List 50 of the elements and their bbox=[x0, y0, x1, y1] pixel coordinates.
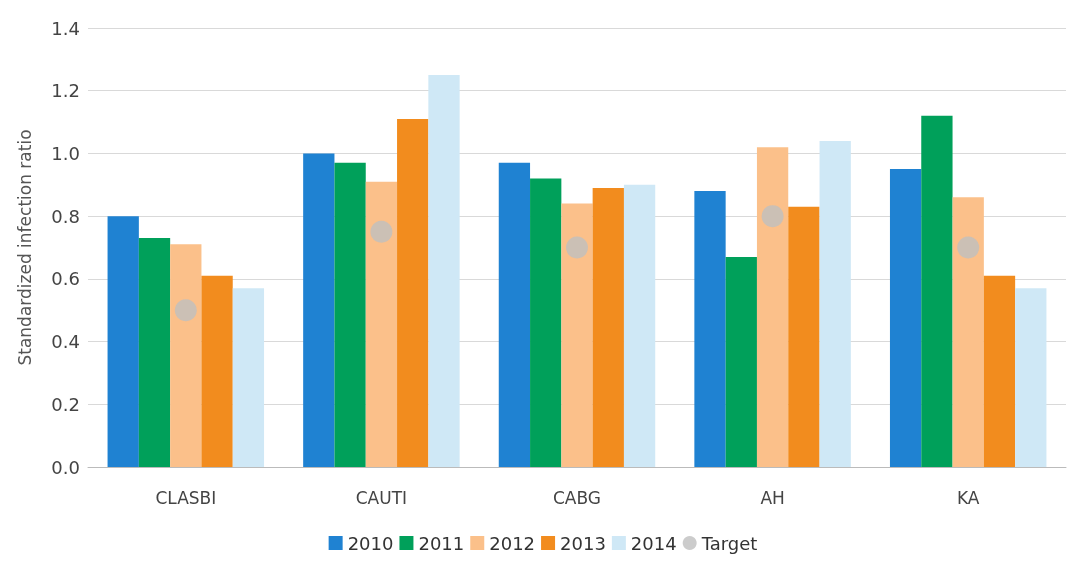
legend-label: 2011 bbox=[418, 532, 465, 554]
bar bbox=[232, 288, 265, 467]
y-tick-label: 0.6 bbox=[51, 268, 80, 290]
legend-label: 2010 bbox=[347, 532, 394, 554]
y-tick-label: 1.0 bbox=[51, 142, 80, 164]
point bbox=[957, 236, 980, 259]
point bbox=[761, 205, 784, 228]
y-tick-label: 1.4 bbox=[51, 17, 80, 39]
bar bbox=[138, 238, 171, 467]
bar bbox=[107, 216, 139, 467]
bar bbox=[983, 275, 1016, 467]
y-tick-label: 0.4 bbox=[51, 331, 80, 353]
bar bbox=[334, 162, 366, 467]
bar bbox=[592, 187, 624, 467]
legend-label: 2014 bbox=[630, 532, 677, 554]
bar bbox=[788, 206, 820, 467]
bar bbox=[952, 197, 984, 467]
bar bbox=[530, 178, 562, 467]
bar bbox=[623, 184, 656, 467]
bar bbox=[819, 140, 851, 467]
legend-label: 2012 bbox=[489, 532, 536, 554]
bar bbox=[498, 162, 531, 467]
bar bbox=[303, 153, 335, 467]
x-tick-label: AH bbox=[760, 487, 785, 508]
point bbox=[370, 220, 393, 243]
legend-label: 2013 bbox=[560, 532, 606, 554]
x-tick-label: KA bbox=[956, 487, 980, 508]
bar bbox=[694, 191, 726, 467]
x-tick-label: CLASBI bbox=[155, 487, 217, 508]
bar bbox=[756, 147, 789, 467]
bar bbox=[889, 169, 922, 467]
x-tick-label: CAUTI bbox=[355, 487, 408, 508]
point bbox=[174, 299, 197, 322]
bar bbox=[170, 244, 202, 467]
y-tick-label: 1.2 bbox=[51, 80, 80, 102]
bar bbox=[921, 115, 953, 467]
point bbox=[566, 236, 588, 259]
y-tick-label: 0.2 bbox=[51, 393, 80, 415]
y-tick-label: 0.8 bbox=[51, 205, 80, 227]
bar bbox=[365, 181, 398, 467]
y-tick-label: 0.0 bbox=[51, 456, 80, 478]
bar bbox=[725, 256, 757, 467]
x-tick-label: CABG bbox=[552, 487, 602, 508]
bar bbox=[397, 118, 429, 467]
y-axis-title: Standardized infection ratio bbox=[14, 129, 35, 366]
bar bbox=[201, 275, 233, 467]
bar bbox=[561, 203, 593, 467]
legend-label: Target bbox=[700, 532, 758, 554]
bar bbox=[1015, 288, 1047, 467]
bar bbox=[428, 75, 460, 467]
